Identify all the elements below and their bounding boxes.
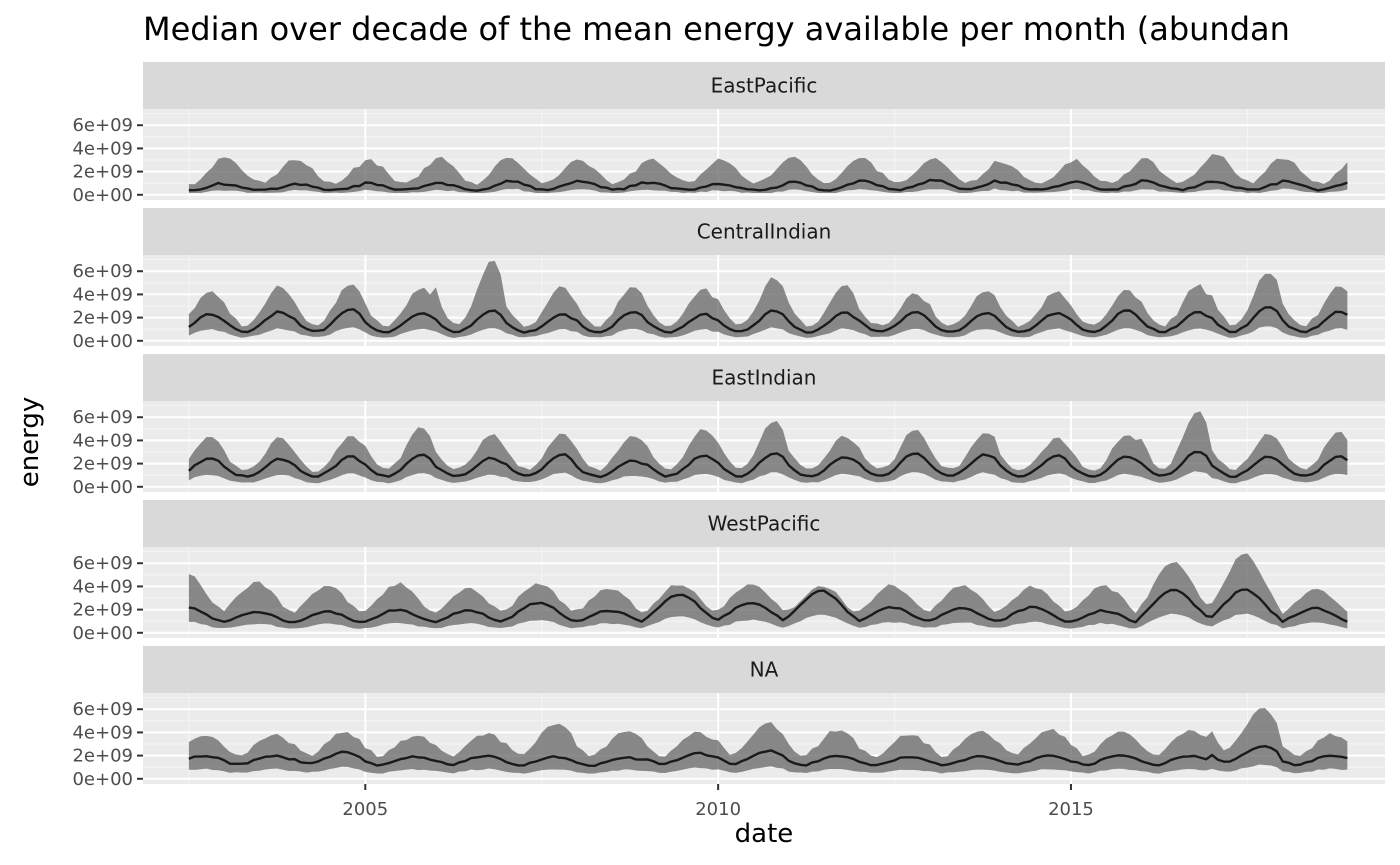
- y-tick-label: 0e+00: [72, 331, 133, 352]
- facet-strip: [143, 354, 1385, 401]
- x-tick-label: 2010: [695, 799, 741, 820]
- x-axis: 2005 2010 2015: [342, 784, 1094, 820]
- facet-strip: [143, 208, 1385, 255]
- ribbon-westpacific: [188, 553, 1348, 629]
- facet-strip-label: WestPacific: [708, 512, 821, 536]
- median-line-eastindian: [188, 450, 1349, 479]
- y-tick-label: 4e+09: [72, 430, 133, 451]
- y-tick-label: 0e+00: [72, 769, 133, 790]
- y-tick-label: 6e+09: [72, 407, 133, 428]
- y-tick-label: 6e+09: [72, 261, 133, 282]
- y-tick-label: 0e+00: [72, 185, 133, 206]
- y-tick-label: 6e+09: [72, 699, 133, 720]
- y-tick-label: 4e+09: [72, 138, 133, 159]
- x-tick-label: 2005: [342, 799, 388, 820]
- y-tick-label: 2e+09: [72, 162, 133, 183]
- y-tick-label: 6e+09: [72, 115, 133, 136]
- y-tick-label: 2e+09: [72, 600, 133, 621]
- y-tick-label: 4e+09: [72, 576, 133, 597]
- y-tick-label: 4e+09: [72, 722, 133, 743]
- facet-strip-label: CentralIndian: [697, 220, 832, 244]
- y-axis-title: energy: [15, 397, 45, 488]
- x-axis-title: date: [735, 819, 794, 849]
- facet-strip: [143, 62, 1385, 109]
- y-tick-label: 2e+09: [72, 454, 133, 475]
- chart-title: Median over decade of the mean energy av…: [143, 10, 1290, 48]
- x-tick-label: 2015: [1048, 799, 1094, 820]
- panels-layer: EastPacific0e+002e+094e+096e+09CentralIn…: [72, 62, 1385, 790]
- median-line-eastpacific: [188, 178, 1348, 192]
- y-tick-label: 2e+09: [72, 746, 133, 767]
- facet-strip: [143, 500, 1385, 547]
- ribbon-eastpacific: [188, 154, 1348, 194]
- y-tick-label: 6e+09: [72, 553, 133, 574]
- facet-strip-label: NA: [750, 658, 779, 682]
- y-tick-label: 0e+00: [72, 623, 133, 644]
- facet-strip-label: EastPacific: [711, 74, 818, 98]
- facet-strip: [143, 646, 1385, 693]
- y-tick-label: 0e+00: [72, 477, 133, 498]
- median-line-westpacific: [188, 588, 1348, 624]
- facet-strip-label: EastIndian: [712, 366, 817, 390]
- y-tick-label: 2e+09: [72, 308, 133, 329]
- median-line-na: [188, 744, 1348, 768]
- y-tick-label: 4e+09: [72, 284, 133, 305]
- median-line-centralindian: [188, 306, 1348, 334]
